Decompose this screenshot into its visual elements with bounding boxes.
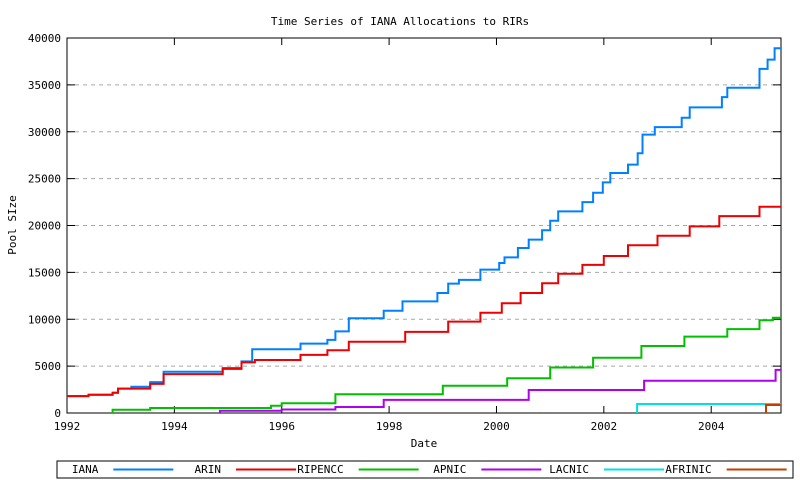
- x-tick-label: 2002: [591, 420, 618, 433]
- gridlines: [67, 84, 781, 367]
- chart-title: Time Series of IANA Allocations to RIRs: [271, 15, 529, 28]
- x-tick-label: 2000: [483, 420, 510, 433]
- x-tick-label: 1994: [161, 420, 188, 433]
- y-tick-label: 35000: [28, 79, 61, 92]
- legend-item-lacnic: LACNIC: [549, 463, 664, 476]
- series-line-ripencc: [111, 316, 781, 413]
- legend-item-iana: IANA: [72, 463, 174, 476]
- y-tick-label: 5000: [35, 360, 62, 373]
- series-line-afrinic: [765, 404, 781, 413]
- legend-label: IANA: [72, 463, 99, 476]
- y-axis-label: Pool SIze: [6, 195, 19, 255]
- series-line-arin: [67, 205, 781, 398]
- y-tick-label: 30000: [28, 126, 61, 139]
- y-tick-label: 20000: [28, 220, 61, 233]
- legend-label: ARIN: [195, 463, 222, 476]
- y-tick-label: 0: [54, 407, 61, 420]
- legend-label: APNIC: [433, 463, 466, 476]
- x-tick-label: 1992: [54, 420, 81, 433]
- legend-item-afrinic: AFRINIC: [665, 463, 787, 476]
- x-tick-label: 1998: [376, 420, 403, 433]
- x-tick-label: 1996: [268, 420, 295, 433]
- x-tick-label: 2004: [698, 420, 725, 433]
- y-tick-label: 10000: [28, 313, 61, 326]
- axis-tick-labels: 0 5000 10000 15000 20000 25000 30000 35000 40000…: [28, 32, 725, 433]
- legend-item-ripencc: RIPENCC: [297, 463, 419, 476]
- y-tick-label: 15000: [28, 266, 61, 279]
- series-line-apnic: [219, 368, 781, 413]
- series-line-iana: [67, 47, 781, 398]
- legend-label: RIPENCC: [297, 463, 343, 476]
- series-lines: [67, 47, 781, 413]
- legend: IANA ARIN RIPENCC APNIC LACNIC AFRINIC: [56, 460, 794, 479]
- legend-item-arin: ARIN: [195, 463, 296, 476]
- series-line-lacnic: [636, 403, 781, 413]
- x-axis-label: Date: [411, 437, 438, 450]
- y-tick-label: 25000: [28, 173, 61, 186]
- legend-box: [56, 460, 794, 479]
- legend-label: AFRINIC: [665, 463, 711, 476]
- y-tick-label: 40000: [28, 32, 61, 45]
- legend-label: LACNIC: [549, 463, 589, 476]
- legend-item-apnic: APNIC: [433, 463, 542, 476]
